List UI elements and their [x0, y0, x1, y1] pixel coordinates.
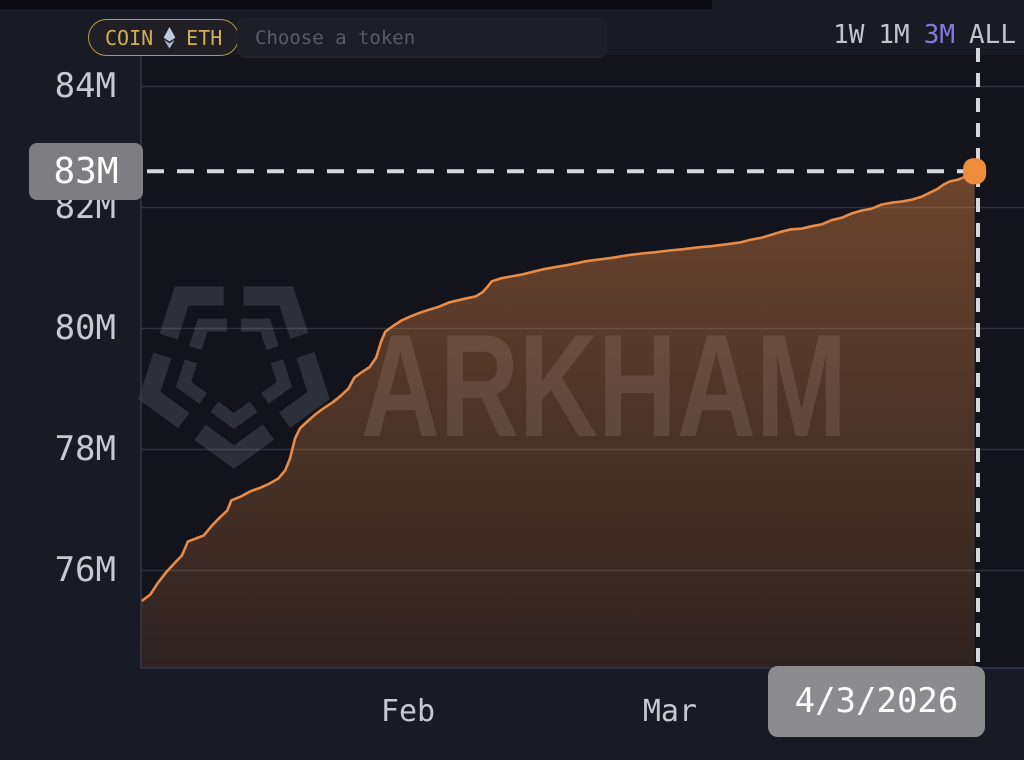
cursor-date-badge: 4/3/2026	[768, 666, 985, 737]
range-option-1w[interactable]: 1W	[833, 20, 865, 50]
ethereum-icon	[163, 26, 176, 49]
token-filter-chip[interactable]: COIN ETH	[88, 19, 240, 56]
arkham-logo-inner-ring	[175, 318, 293, 430]
current-value-dot[interactable]	[963, 158, 987, 185]
range-option-all[interactable]: ALL	[969, 20, 1016, 50]
token-search-input[interactable]	[237, 18, 607, 58]
y-axis-label-84M: 84M	[54, 65, 116, 106]
x-axis-label-Mar: Mar	[642, 694, 698, 729]
y-axis-label-76M: 76M	[54, 549, 116, 590]
y-axis-label-78M: 78M	[54, 428, 116, 469]
range-option-1m[interactable]: 1M	[878, 20, 910, 50]
range-option-3m[interactable]: 3M	[923, 20, 956, 50]
token-type-label: COIN	[105, 25, 154, 50]
token-symbol-label: ETH	[186, 25, 223, 50]
balance-line	[140, 170, 976, 603]
balance-area-fill	[141, 171, 975, 668]
top-strip	[0, 0, 712, 9]
y-axis-label-80M: 80M	[54, 307, 116, 348]
time-range-selector: 1W 1M 3M ALL	[833, 20, 1016, 50]
x-axis-label-Feb: Feb	[380, 694, 436, 729]
arkham-logo-outer-ring	[138, 286, 330, 469]
current-value-badge: 83M	[29, 142, 143, 200]
